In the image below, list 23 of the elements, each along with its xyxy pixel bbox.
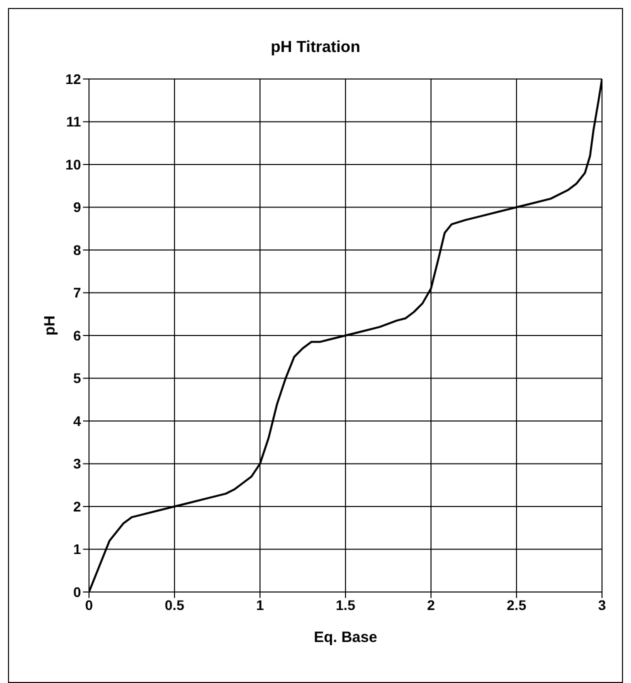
y-tick-label: 1 — [73, 541, 82, 558]
x-tick-label: 2.5 — [506, 596, 526, 613]
y-tick-label: 11 — [66, 114, 82, 130]
y-tick-label: 8 — [73, 242, 82, 258]
y-tick-label: 0 — [73, 584, 82, 600]
x-tick-label: 1 — [256, 596, 264, 613]
x-tick-label: 0.5 — [164, 596, 184, 613]
y-tick-label: 10 — [65, 156, 82, 172]
y-axis-title: pH — [41, 316, 58, 336]
x-tick-label: 0 — [85, 596, 94, 613]
y-tick-label: 4 — [73, 412, 82, 429]
x-tick-label: 1.5 — [336, 596, 356, 613]
chart-title: pH Titration — [270, 39, 362, 57]
y-tick-label: 9 — [73, 199, 82, 216]
y-tick-label: 3 — [73, 456, 82, 472]
x-tick-label: 2 — [427, 596, 436, 613]
y-tick-label: 6 — [73, 327, 82, 344]
y-tick-label: 2 — [73, 498, 82, 514]
x-tick-label: 3 — [598, 596, 606, 613]
y-tick-label: 12 — [65, 70, 82, 87]
y-tick-label: 5 — [73, 370, 82, 386]
y-tick-label: 7 — [73, 284, 82, 301]
x-axis-title: Eq. Base — [314, 629, 378, 646]
